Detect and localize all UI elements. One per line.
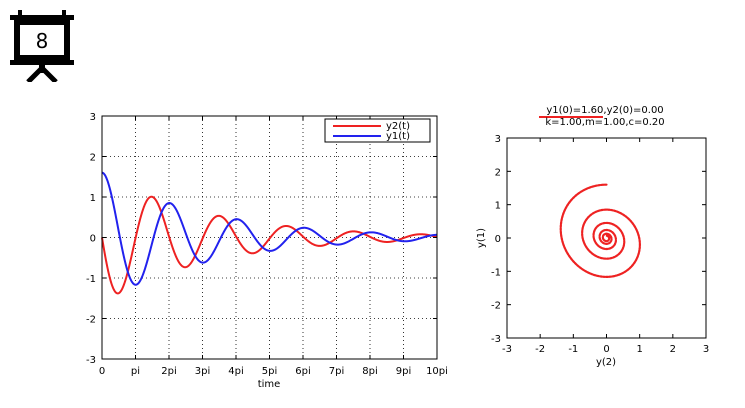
presentation-board-icon: 8 xyxy=(10,10,74,84)
x-tick-label: pi xyxy=(131,366,140,377)
x-tick-label: 4pi xyxy=(228,366,244,377)
x-tick-label: 9pi xyxy=(396,366,412,377)
phase-ticks: -3 -2 -1 0 1 2 3 -3 -2 -1 0 1 2 3 xyxy=(491,134,709,355)
x-tick-label: 6pi xyxy=(295,366,311,377)
phase-x-tick-label: -3 xyxy=(502,344,512,355)
phase-y-tick-label: 3 xyxy=(495,134,501,145)
time-series-lines xyxy=(101,171,438,295)
phase-y-tick-label: -3 xyxy=(491,334,501,345)
phase-xlabel: y(2) xyxy=(596,357,616,368)
y-tick-label: 2 xyxy=(90,153,96,164)
phase-y-tick-label: -1 xyxy=(491,267,501,278)
phase-x-tick-label: 0 xyxy=(603,344,609,355)
y-tick-label: 0 xyxy=(90,234,96,245)
x-tick-label: 2pi xyxy=(161,366,177,377)
phase-x-tick-label: -2 xyxy=(535,344,545,355)
phase-y-tick-label: -2 xyxy=(491,301,501,312)
phase-title-line-2: k=1.00,m=1.00,c=0.20 xyxy=(545,117,664,128)
phase-x-tick-label: 3 xyxy=(703,344,709,355)
y-tick-label: -1 xyxy=(86,274,96,285)
legend-label-y1: y1(t) xyxy=(386,131,410,142)
x-tick-label: 0 xyxy=(99,366,105,377)
legend-box xyxy=(324,118,431,143)
time-series-xlabel: time xyxy=(258,379,281,390)
phase-y-tick-label: 2 xyxy=(495,167,501,178)
phase-trajectory xyxy=(559,183,641,278)
phase-x-tick-label: 1 xyxy=(636,344,642,355)
legend-label-y2: y2(t) xyxy=(386,121,410,132)
phase-ylabel: y(1) xyxy=(476,228,487,248)
y-tick-label: -2 xyxy=(86,315,96,326)
phase-title-line-1: y1(0)=1.60,y2(0)=0.00 xyxy=(546,105,663,116)
slide-number-badge: 8 xyxy=(10,10,80,84)
phase-y-tick-label: 1 xyxy=(495,201,501,212)
x-tick-label: 5pi xyxy=(262,366,278,377)
phase-frame xyxy=(506,137,707,339)
time-series-chart: 0 pi 2pi 3pi 4pi 5pi 6pi 7pi 8pi 9pi 10pi -3 -2 -1 0 1 2… xyxy=(86,112,448,390)
phase-x-tick-label: -1 xyxy=(568,344,578,355)
time-series-grid xyxy=(102,116,437,359)
series-line-y1 xyxy=(101,171,438,286)
y-tick-label: 1 xyxy=(90,193,96,204)
phase-y-tick-label: 0 xyxy=(495,234,501,245)
series-line-y2 xyxy=(101,195,438,295)
x-tick-label: 8pi xyxy=(362,366,378,377)
phase-trajectory-line xyxy=(559,183,641,278)
phase-x-tick-label: 2 xyxy=(670,344,676,355)
time-series-legend: y2(t) y1(t) xyxy=(324,118,431,143)
slide-number: 8 xyxy=(36,29,49,53)
x-tick-label: 3pi xyxy=(195,366,211,377)
x-tick-label: 10pi xyxy=(426,366,448,377)
phase-portrait-chart: y1(0)=1.60,y2(0)=0.00 k=1.00,m=1.00,c=0.… xyxy=(476,105,709,368)
x-tick-label: 7pi xyxy=(329,366,345,377)
y-tick-label: -3 xyxy=(86,355,96,366)
y-tick-label: 3 xyxy=(90,112,96,123)
time-series-ticks: 0 pi 2pi 3pi 4pi 5pi 6pi 7pi 8pi 9pi 10pi -3 -2 -1 0 1 2… xyxy=(86,112,448,377)
